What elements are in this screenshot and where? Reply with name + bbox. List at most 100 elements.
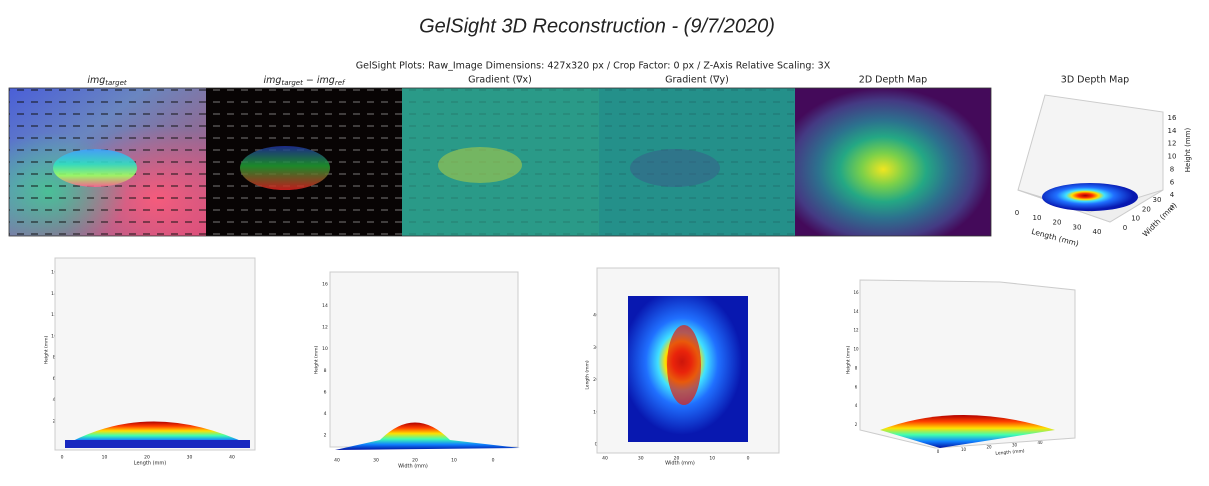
x-tick-label: 40 xyxy=(1093,228,1102,236)
x-tick-label: 10 xyxy=(102,455,108,461)
x-tick-label: 20 xyxy=(674,456,680,462)
view-iso xyxy=(859,279,1076,449)
y-tick-label: 20 xyxy=(593,377,599,383)
z-tick-label: 6 xyxy=(1170,178,1175,186)
axis-label: Width (mm) xyxy=(665,461,695,467)
z-tick-label: 8 xyxy=(53,355,56,361)
z-tick-label: 14 xyxy=(322,303,328,309)
z-tick-label: 12 xyxy=(1168,140,1177,148)
view-top xyxy=(596,267,780,454)
panel-title: imgtarget − imgref xyxy=(264,75,346,88)
y-tick-label: 0 xyxy=(595,442,598,448)
z-tick-label: 8 xyxy=(324,368,327,374)
axis-label: Width (mm) xyxy=(398,464,428,470)
z-tick-label: 8 xyxy=(855,365,858,370)
axis-label: Length (mm) xyxy=(995,448,1025,457)
x-tick-label: 30 xyxy=(187,455,193,461)
x-tick-label: 0 xyxy=(937,449,940,454)
image-target xyxy=(9,88,206,236)
title-sub: target xyxy=(105,79,127,87)
z-tick-label: 16 xyxy=(322,282,328,288)
axis-label: Length (mm) xyxy=(585,360,591,389)
surface-3d xyxy=(1017,94,1164,223)
z-tick-label: 4 xyxy=(324,411,327,417)
z-tick-label: 2 xyxy=(855,422,858,427)
x-tick-label: 20 xyxy=(144,455,150,461)
z-tick-label: 10 xyxy=(853,347,859,352)
z-tick-label: 10 xyxy=(51,333,57,339)
title-part: img xyxy=(87,75,105,86)
z-tick-label: 6 xyxy=(53,376,56,382)
z-tick-label: 6 xyxy=(324,389,327,395)
panel-title: Gradient (∇x) xyxy=(468,75,532,86)
z-tick-label: 6 xyxy=(855,384,858,389)
x-tick-label: 30 xyxy=(1073,223,1082,231)
figure-subtitle: GelSight Plots: Raw_Image Dimensions: 42… xyxy=(356,61,831,72)
x-tick-label: 0 xyxy=(747,456,750,462)
x-tick-label: 10 xyxy=(709,456,715,462)
panel-title: imgtarget xyxy=(87,75,127,88)
x-tick-label: 0 xyxy=(492,458,495,464)
image-depth-map xyxy=(8,87,992,237)
image-difference xyxy=(206,88,402,236)
z-tick-label: 2 xyxy=(1170,204,1174,212)
title-sub: ref xyxy=(335,79,346,87)
y-tick-label: 10 xyxy=(1131,215,1140,223)
x-tick-label: 30 xyxy=(638,456,644,462)
y-tick-label: 30 xyxy=(593,345,599,351)
z-tick-label: 12 xyxy=(322,325,328,331)
y-tick-label: 20 xyxy=(1142,205,1151,213)
view-front xyxy=(54,257,256,451)
figure-title: GelSight 3D Reconstruction - (9/7/2020) xyxy=(419,15,775,37)
z-tick-label: 4 xyxy=(855,403,858,408)
view-side xyxy=(329,271,520,450)
axis-label: Length (mm) xyxy=(134,461,167,467)
x-tick-label: 40 xyxy=(229,455,235,461)
x-tick-label: 30 xyxy=(1012,442,1018,447)
x-tick-label: 0 xyxy=(1015,209,1019,217)
axis-label: Height (mm) xyxy=(1184,128,1192,173)
z-tick-label: 10 xyxy=(322,346,328,352)
z-tick-label: 2 xyxy=(324,433,327,439)
x-tick-label: 20 xyxy=(986,445,992,450)
y-tick-label: 30 xyxy=(1153,196,1162,204)
z-tick-label: 12 xyxy=(853,328,859,333)
title-part: img xyxy=(264,75,282,86)
z-tick-label: 4 xyxy=(53,397,56,403)
x-tick-label: 10 xyxy=(961,447,967,452)
image-gradient-x xyxy=(402,88,599,236)
panel-title: 2D Depth Map xyxy=(859,75,927,86)
y-tick-label: 0 xyxy=(1123,224,1127,232)
title-part: img xyxy=(317,75,335,86)
x-tick-label: 40 xyxy=(602,456,608,462)
y-tick-label: 40 xyxy=(593,313,599,319)
x-tick-label: 0 xyxy=(61,455,64,461)
image-gradient-y xyxy=(599,88,795,236)
x-tick-label: 30 xyxy=(373,458,379,464)
title-sub: target xyxy=(281,79,303,87)
z-tick-label: 10 xyxy=(1168,153,1177,161)
panel-title: Gradient (∇y) xyxy=(665,75,729,86)
z-tick-label: 16 xyxy=(51,270,57,276)
x-tick-label: 10 xyxy=(1033,214,1042,222)
z-tick-label: 14 xyxy=(51,291,57,297)
z-tick-label: 2 xyxy=(53,419,56,425)
axis-label: Height (mm) xyxy=(846,345,852,374)
axis-label: Height (mm) xyxy=(44,335,50,364)
y-tick-label: 10 xyxy=(593,409,599,415)
x-tick-label: 20 xyxy=(1053,219,1062,227)
x-tick-label: 40 xyxy=(334,458,340,464)
x-tick-label: 10 xyxy=(451,458,457,464)
z-tick-label: 14 xyxy=(1168,127,1177,135)
z-tick-label: 14 xyxy=(853,309,859,314)
z-tick-label: 16 xyxy=(853,290,859,295)
z-tick-label: 8 xyxy=(1170,165,1174,173)
panel-title: 3D Depth Map xyxy=(1061,75,1129,86)
title-part: − xyxy=(303,75,317,86)
x-tick-label: 40 xyxy=(1037,440,1043,445)
x-tick-label: 20 xyxy=(412,458,418,464)
z-tick-label: 12 xyxy=(51,312,57,318)
z-tick-label: 4 xyxy=(1170,191,1175,199)
z-tick-label: 16 xyxy=(1168,114,1177,122)
